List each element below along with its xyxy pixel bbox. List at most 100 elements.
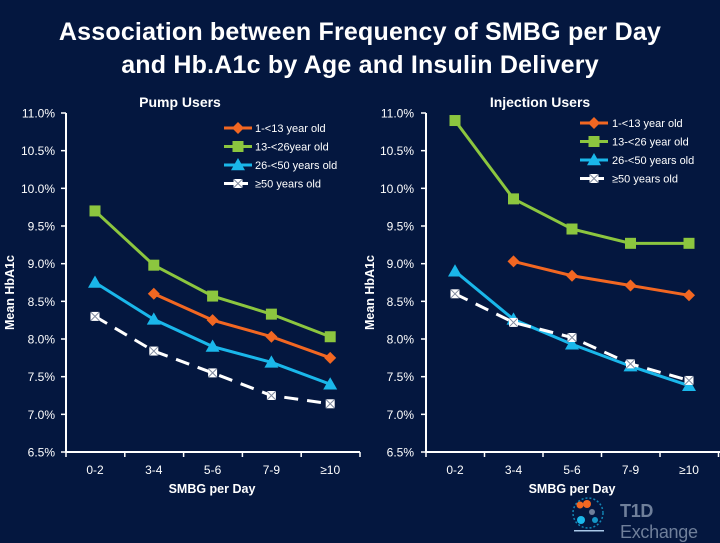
x-tick-label: 3-4 <box>145 463 163 477</box>
data-point <box>148 346 159 356</box>
data-point <box>90 311 100 322</box>
y-tick-label: 7.5% <box>387 370 415 384</box>
legend-marker <box>231 158 245 171</box>
data-point <box>324 331 336 343</box>
legend-item: 13-<26year old <box>224 141 329 154</box>
x-tick-label: 3-4 <box>505 463 523 477</box>
legend-marker <box>233 178 243 189</box>
legend-marker <box>588 117 600 129</box>
chart-panel-0: Pump Users 6.5% 7.0% 7.5% 8.0% 8.5% 9.0% 9.5% 10… <box>3 94 361 496</box>
y-tick-label: 10.5% <box>380 144 414 158</box>
data-point <box>207 368 218 378</box>
legend-marker <box>232 122 244 134</box>
data-point-cross <box>450 288 460 299</box>
data-point <box>206 314 219 327</box>
data-point <box>89 205 101 217</box>
y-tick-label: 6.5% <box>28 446 56 460</box>
x-tick-label: ≥10 <box>320 463 340 477</box>
series-square <box>449 115 695 249</box>
logo-brand-rest: Exchange <box>620 522 698 542</box>
data-point-cross <box>567 332 577 343</box>
data-point <box>146 312 161 325</box>
data-point <box>324 351 337 364</box>
y-tick-label: 7.0% <box>28 408 56 422</box>
series-diamond <box>147 287 337 364</box>
legend-label: 1-<13 year old <box>612 118 683 130</box>
data-point <box>566 223 578 235</box>
y-tick-label: 11.0% <box>22 107 55 121</box>
data-point <box>323 377 338 390</box>
t1d-exchange-logo-icon <box>572 497 604 532</box>
x-tick-label: 7-9 <box>263 463 281 477</box>
y-tick-label: 6.5% <box>387 446 415 460</box>
data-point <box>448 264 462 277</box>
data-point-cross <box>684 375 694 386</box>
data-point <box>565 337 579 350</box>
series-square-x <box>450 288 694 386</box>
data-point <box>684 375 694 386</box>
x-tick-label: 0-2 <box>86 463 104 477</box>
y-tick-label: 8.5% <box>387 295 415 309</box>
data-point <box>264 355 279 368</box>
legend-marker-cross <box>589 173 599 184</box>
y-tick-label: 8.5% <box>28 295 56 309</box>
legend-label: 13-<26year old <box>255 142 329 154</box>
data-point <box>148 259 160 271</box>
legend-item: ≥50 years old <box>580 174 678 186</box>
legend-marker <box>588 136 600 147</box>
legend-item: 26-<50 years old <box>580 153 694 167</box>
t1d-exchange-logo: T1D Exchange <box>568 493 718 542</box>
y-tick-label: 10.5% <box>21 144 55 158</box>
data-point-cross <box>325 398 336 409</box>
data-point <box>207 290 219 302</box>
slide-title: Association between Frequency of SMBG pe… <box>0 16 720 82</box>
legend-label: ≥50 years old <box>255 179 321 191</box>
legend-item: 1-<13 year old <box>224 122 326 135</box>
data-point <box>88 275 102 288</box>
x-tick-label: 0-2 <box>446 463 464 477</box>
y-axis-title: Mean HbA1c <box>3 255 17 330</box>
x-tick-label: 5-6 <box>563 463 581 477</box>
x-tick-label: 5-6 <box>204 463 222 477</box>
series-triangle <box>88 275 338 390</box>
x-tick-label: 7-9 <box>622 463 640 477</box>
data-point-cross <box>90 311 100 322</box>
chart-panel-1: Injection Users 6.5% 7.0% 7.5% 8.0% 8.5% 9.0% 9… <box>363 94 720 496</box>
legend-item: 1-<13 year old <box>580 117 683 130</box>
y-tick-label: 9.5% <box>28 220 56 234</box>
legend-marker-cross <box>233 178 243 189</box>
data-point <box>450 288 460 299</box>
data-point <box>265 308 277 320</box>
data-point <box>625 359 636 369</box>
x-axis-title: SMBG per Day <box>529 482 616 496</box>
legend-item: 26-<50 years old <box>224 158 337 172</box>
t1d-exchange-logo-text: T1D Exchange <box>620 501 718 543</box>
legend-label: ≥50 years old <box>612 174 678 186</box>
panel-title: Pump Users <box>139 94 221 110</box>
x-tick-label: ≥10 <box>679 463 699 477</box>
panel-title: Injection Users <box>490 94 591 110</box>
y-tick-label: 11.0% <box>381 107 414 121</box>
y-tick-label: 9.0% <box>387 257 415 271</box>
legend-label: 26-<50 years old <box>612 155 694 167</box>
y-tick-label: 7.5% <box>28 370 56 384</box>
series-line <box>153 292 331 360</box>
slide-title-line-2: and Hb.A1c by Age and Insulin Delivery <box>121 51 599 79</box>
series-line <box>513 259 690 297</box>
y-tick-label: 9.5% <box>387 220 415 234</box>
legend-label: 1-<13 year old <box>255 123 326 135</box>
data-point <box>683 237 695 249</box>
data-point-cross <box>148 346 159 356</box>
legend-marker <box>232 141 244 152</box>
y-tick-label: 7.0% <box>387 408 415 422</box>
data-point-cross <box>207 368 218 378</box>
legend-label: 26-<50 years old <box>255 160 337 172</box>
data-point <box>683 289 695 302</box>
data-point <box>508 193 519 205</box>
data-point <box>266 390 277 401</box>
data-point <box>147 287 160 300</box>
data-point <box>624 279 637 292</box>
y-tick-label: 8.0% <box>387 333 415 347</box>
series-line <box>94 315 331 406</box>
legend-item: ≥50 years old <box>224 179 321 191</box>
